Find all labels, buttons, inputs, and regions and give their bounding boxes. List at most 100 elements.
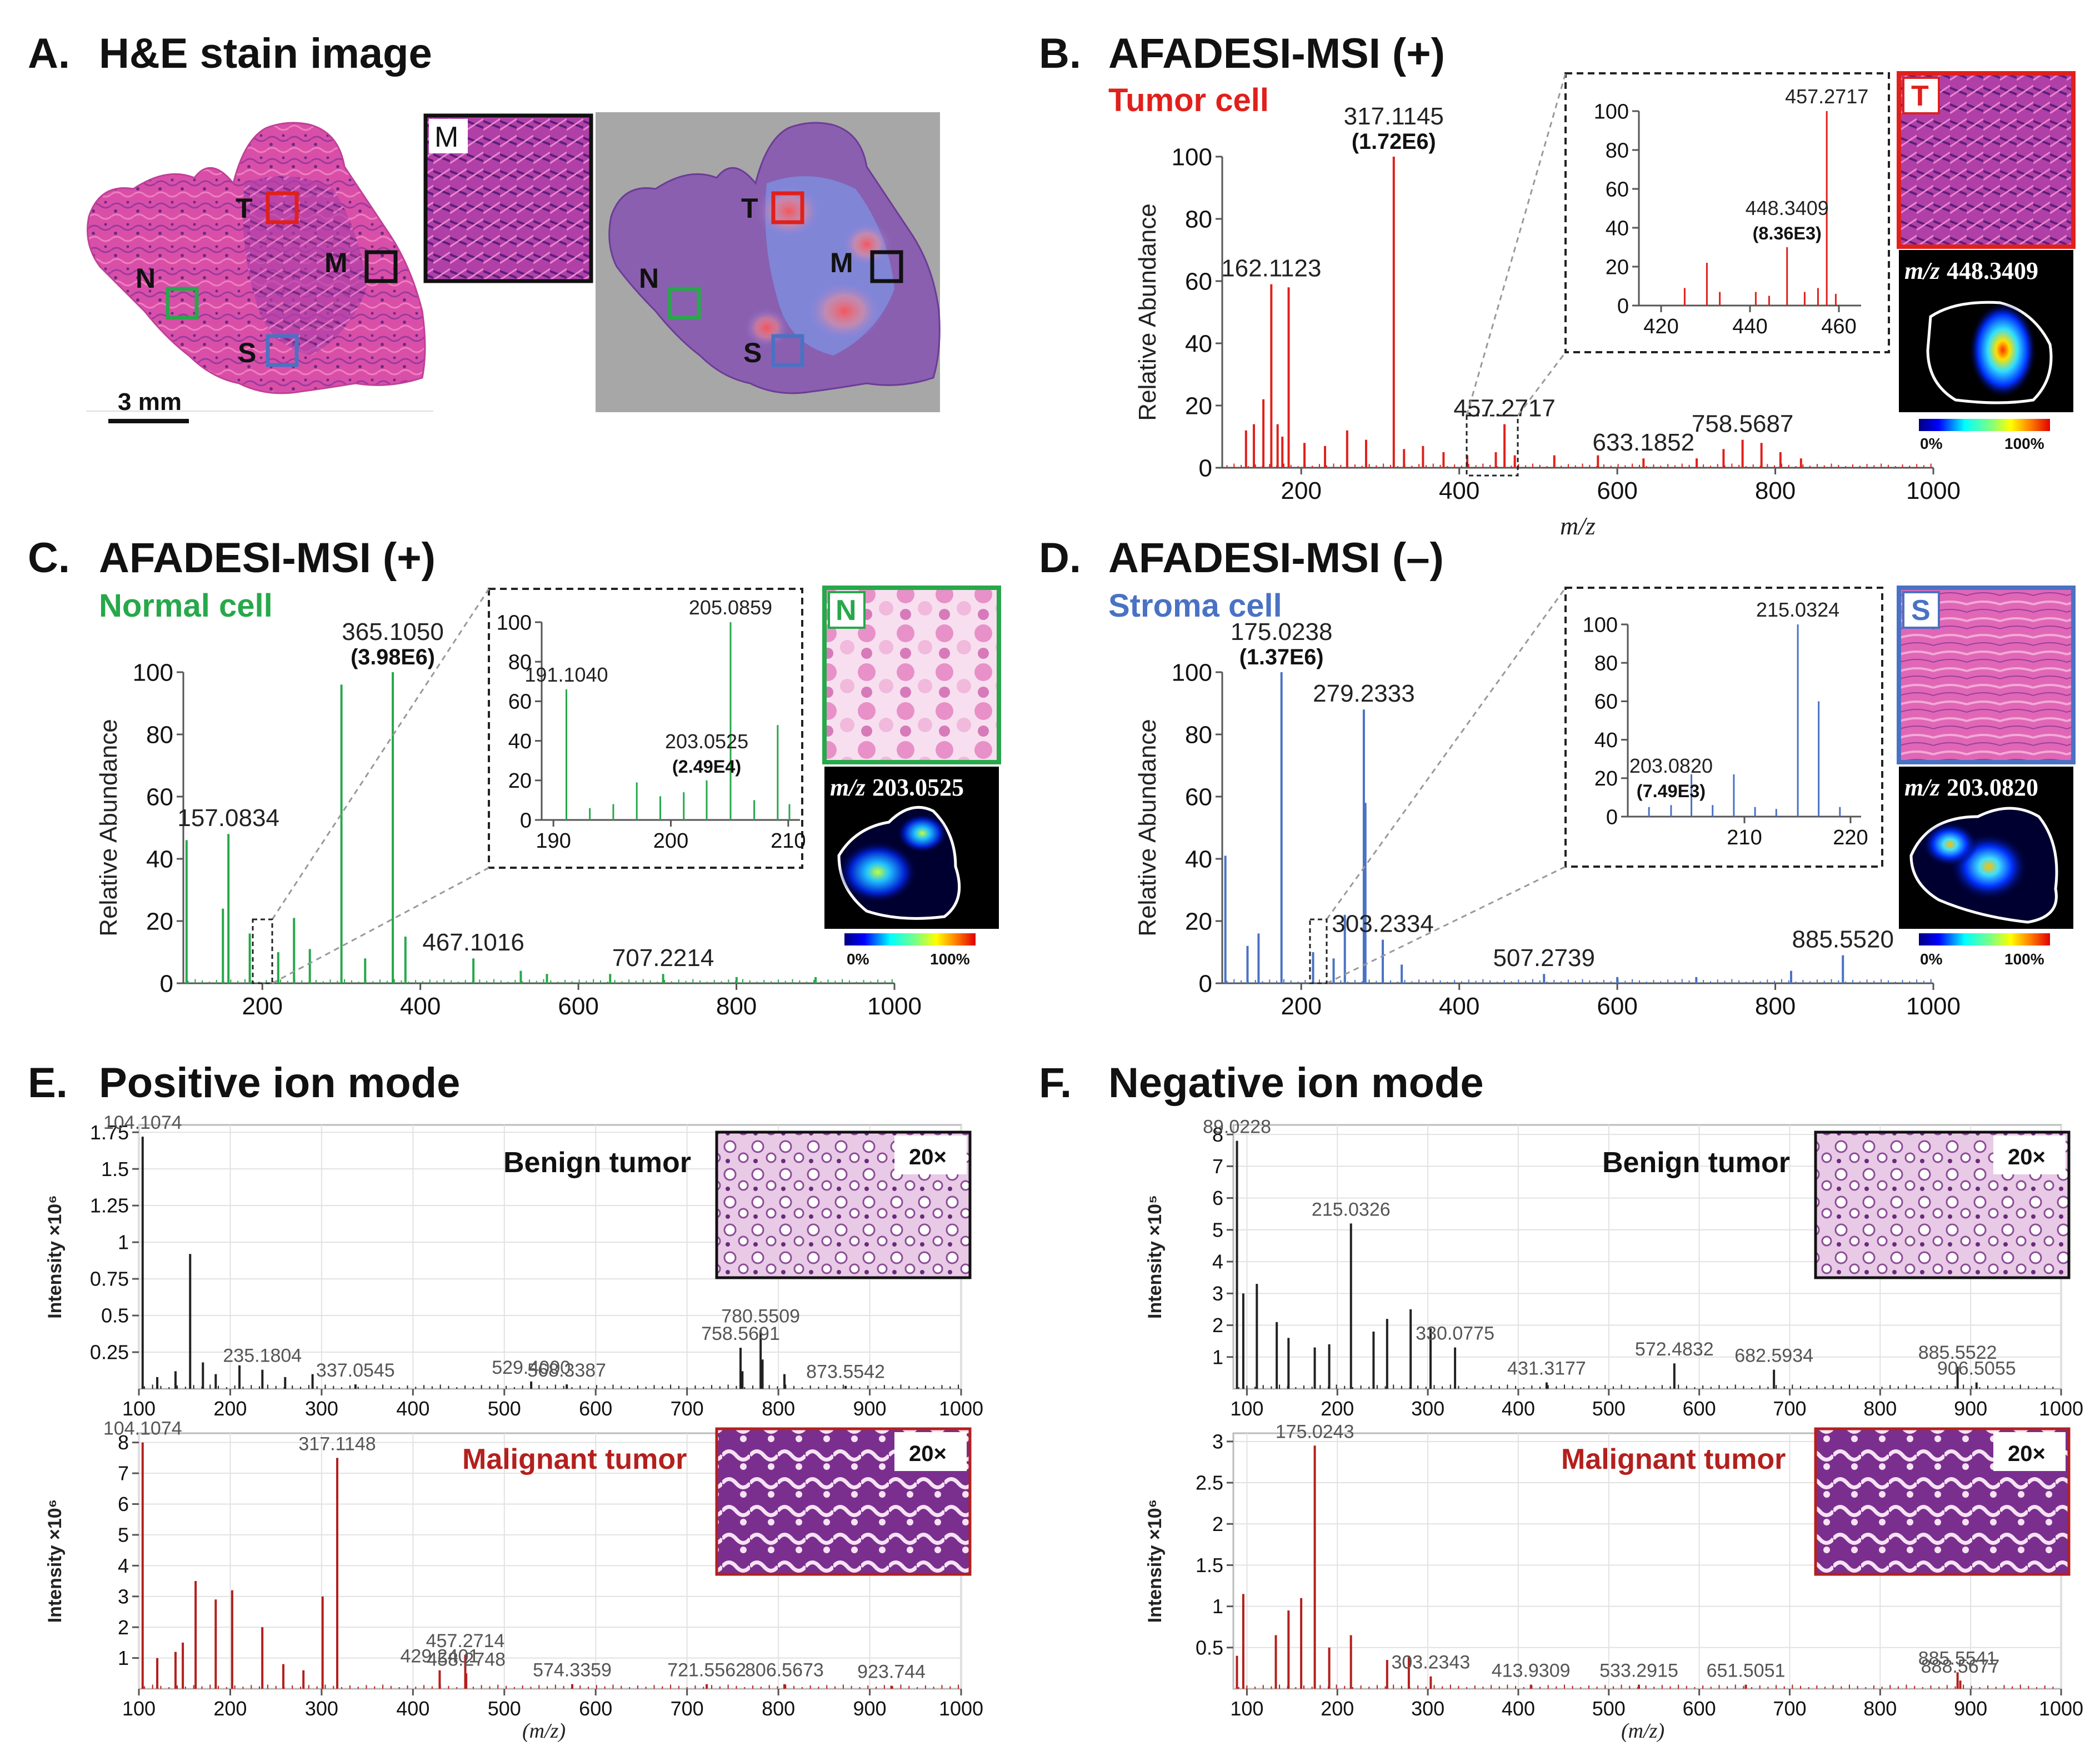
y-tick-label: 20 [1185,392,1212,419]
x-tick-label: 900 [1954,1697,1987,1720]
colorbar-c [844,933,976,945]
panel-a-title: H&E stain image [99,30,432,77]
peak-label: 215.0324 [1756,598,1839,621]
x-tick-label: 800 [762,1397,795,1420]
peak-label: 923.744 [857,1661,926,1682]
peak-label: 413.9309 [1492,1660,1571,1682]
y-tick-label: 80 [146,721,173,748]
peak-label: 205.0859 [689,596,772,619]
y-tick-label: 3 [1212,1282,1223,1305]
ion-mz-d: 203.0820 [1947,774,2038,801]
panel-c-cell-label: Normal cell [99,588,273,624]
y-tick-label: 0 [1617,294,1629,318]
x-tick-label: 600 [1597,993,1637,1020]
y-tick-label: 2 [118,1616,129,1639]
y-tick-label: 8 [118,1431,129,1454]
y-tick-label: 6 [1212,1187,1223,1209]
y-tick-label: 40 [1185,330,1212,357]
thumb-letter-t: T [1911,80,1929,112]
x-tick-label: 600 [579,1397,612,1420]
x-tick-label: 100 [122,1397,156,1420]
roi-label-n: N [136,263,156,294]
y-tick-label: 0 [160,970,173,997]
peak-label: 906.5055 [1937,1358,2016,1379]
thumb-letter-s: S [1911,594,1931,627]
peak-label: 317.1145 [1344,103,1444,130]
roi-box-s [266,334,299,367]
roi-box-t [266,191,299,224]
overlay-roi-s [771,334,804,367]
m-inset-label-bg [429,119,468,153]
x-axis-title: m/z [1560,512,1596,540]
x-tick-label: 210 [1727,826,1762,849]
x-tick-label: 600 [579,1697,612,1720]
panel-b: B. AFADESI-MSI (+) Tumor cell 0 20 40 60 80 1… [1039,30,2076,540]
panel-b-cell-label: Tumor cell [1108,82,1269,118]
peak-label: 682.5934 [1734,1345,1813,1367]
thumb-letter-box [1902,77,1940,114]
y-tick-label: 2.5 [1196,1472,1223,1494]
y-tick-label: 20 [1606,256,1629,279]
thumb-letter-box [828,591,866,629]
peak-intensity-label: (8.36E3) [1753,223,1822,243]
msi-hotspot [842,222,892,267]
peak-label: 431.3177 [1507,1358,1586,1379]
y-tick-label: 5 [118,1523,129,1546]
e-xlabel: (m/z) [522,1719,566,1743]
mag-label-bg [894,1432,967,1471]
y-tick-label: 80 [1606,139,1629,162]
x-tick-label: 200 [213,1397,247,1420]
x-tick-label: 1000 [2039,1697,2083,1720]
peak-label: 574.3359 [533,1660,612,1681]
y-tick-label: 6 [118,1493,129,1515]
y-tick-label: 20 [1594,767,1618,791]
y-tick-label: 100 [1172,659,1212,686]
x-tick-label: 1000 [1906,993,1961,1020]
x-tick-label: 400 [396,1397,429,1420]
overlay-label-m: M [830,247,853,278]
x-tick-label: 900 [853,1697,887,1720]
peak-intensity-label: (3.98E6) [351,645,435,669]
zoom-inset-d [1564,587,1883,868]
ion-heat-region [1922,822,1978,867]
peak-label: 780.5509 [721,1305,800,1327]
panel-b-letter: B. [1039,30,1081,77]
peak-intensity-label: (7.49E3) [1637,781,1706,801]
e-benign-label: Benign tumor [503,1147,691,1179]
colorbar-max-c: 100% [930,950,970,968]
x-tick-label: 210 [771,829,806,853]
x-tick-label: 700 [671,1697,704,1720]
y-tick-label: 40 [1185,846,1212,873]
colorbar-d [1919,933,2050,945]
y-tick-label: 7 [118,1462,129,1485]
x-tick-label: 460 [1821,315,1856,338]
x-tick-label: 600 [1597,477,1637,504]
peak-label: 885.5520 [1792,926,1894,953]
x-tick-label: 1000 [1906,477,1961,504]
peak-label: 448.3409 [1746,197,1829,219]
peak-intensity-label: (1.72E6) [1352,129,1436,154]
peak-label: 235.1804 [223,1345,302,1367]
x-tick-label: 200 [213,1697,247,1720]
y-tick-label: 60 [1185,783,1212,811]
panel-a: A. H&E stain image T M N S 3 mm M T M [28,30,941,423]
peak-label: 104.1074 [103,1112,182,1133]
peak-label: 330.0775 [1416,1323,1494,1344]
y-axis-title: Relative Abundance [95,719,122,936]
y-tick-label: 60 [508,691,532,714]
y-axis-title: Relative Abundance [1134,719,1161,936]
ion-mz-c: 203.0525 [872,774,964,801]
x-tick-label: 400 [1502,1697,1535,1720]
zoom-region-c [252,918,273,984]
zoom-region-d [1309,918,1328,984]
x-tick-label: 220 [1833,826,1868,849]
panel-f: F. Negative ion mode 1 2 3 4 5 6 7 8 100 200 300 40… [1039,1059,2083,1743]
y-tick-label: 60 [1606,178,1629,201]
x-tick-label: 800 [1863,1397,1897,1420]
panel-b-title: AFADESI-MSI (+) [1108,30,1445,77]
x-tick-label: 200 [242,993,283,1020]
x-tick-label: 400 [1439,477,1479,504]
y-tick-label: 4 [118,1554,129,1577]
peak-label: 758.5691 [701,1323,780,1344]
